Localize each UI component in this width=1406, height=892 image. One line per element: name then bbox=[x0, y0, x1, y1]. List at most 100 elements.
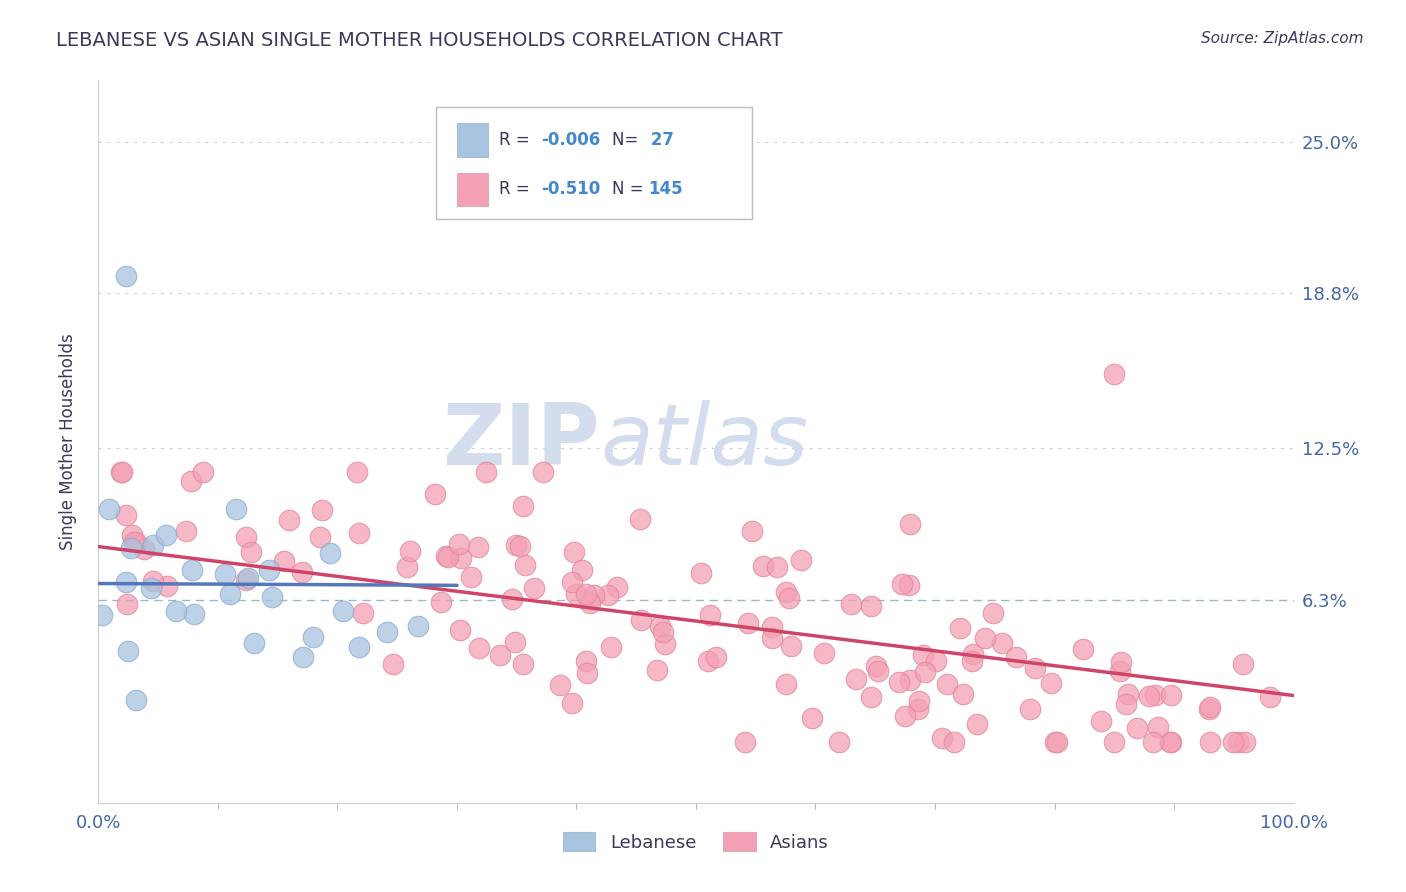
Point bbox=[447, 537, 470, 551]
Point bbox=[235, 531, 257, 545]
Point bbox=[565, 587, 588, 601]
Point bbox=[291, 650, 314, 665]
Point bbox=[908, 693, 931, 707]
Point bbox=[630, 613, 652, 627]
Point bbox=[142, 539, 165, 553]
Point bbox=[377, 624, 399, 639]
Point bbox=[800, 711, 823, 725]
Text: ZIP: ZIP bbox=[443, 400, 600, 483]
Point bbox=[571, 563, 593, 577]
Point bbox=[115, 597, 138, 611]
Point bbox=[898, 673, 921, 687]
Point bbox=[974, 631, 997, 645]
Point bbox=[914, 665, 936, 679]
Point bbox=[650, 619, 672, 633]
Point bbox=[966, 717, 988, 731]
Point bbox=[889, 675, 911, 690]
Point bbox=[689, 566, 711, 581]
Point bbox=[1045, 734, 1067, 748]
Point bbox=[813, 646, 835, 660]
Point bbox=[236, 571, 259, 585]
Point bbox=[1147, 720, 1170, 734]
Point bbox=[654, 637, 676, 651]
Text: -0.006: -0.006 bbox=[541, 131, 600, 149]
Point bbox=[111, 465, 134, 479]
Point bbox=[1024, 660, 1046, 674]
Point bbox=[943, 734, 966, 748]
Text: N=: N= bbox=[612, 131, 643, 149]
Point bbox=[423, 487, 446, 501]
Point bbox=[1109, 665, 1132, 679]
Point bbox=[562, 545, 585, 559]
Point bbox=[97, 502, 120, 516]
Point bbox=[561, 696, 583, 710]
Point bbox=[262, 591, 284, 605]
Point bbox=[790, 552, 813, 566]
Point bbox=[561, 575, 583, 590]
Point bbox=[257, 563, 280, 577]
Point bbox=[868, 665, 890, 679]
Point bbox=[1142, 734, 1164, 748]
Point bbox=[531, 466, 554, 480]
Point bbox=[311, 503, 333, 517]
Point bbox=[1137, 689, 1160, 703]
Point bbox=[936, 677, 959, 691]
Point bbox=[949, 621, 972, 635]
Point bbox=[752, 559, 775, 574]
Point bbox=[598, 588, 620, 602]
Point bbox=[523, 581, 546, 595]
Point bbox=[512, 657, 534, 671]
Point bbox=[512, 500, 534, 514]
Point bbox=[429, 594, 451, 608]
Point bbox=[1258, 690, 1281, 705]
Point bbox=[396, 560, 419, 574]
Point bbox=[1144, 689, 1167, 703]
Point bbox=[582, 588, 605, 602]
Point bbox=[180, 474, 202, 488]
Point bbox=[548, 678, 571, 692]
Point bbox=[408, 619, 430, 633]
Point bbox=[1199, 734, 1222, 748]
Point bbox=[894, 708, 917, 723]
Point bbox=[1160, 688, 1182, 702]
Point bbox=[110, 465, 132, 479]
Point bbox=[699, 608, 721, 623]
Point bbox=[737, 616, 759, 631]
Point bbox=[1115, 697, 1137, 711]
Point bbox=[1102, 734, 1125, 748]
Point bbox=[475, 465, 498, 479]
Point bbox=[225, 502, 247, 516]
Point bbox=[962, 648, 984, 662]
Point bbox=[91, 608, 114, 623]
Point bbox=[647, 663, 669, 677]
Point bbox=[860, 599, 883, 614]
Point bbox=[214, 567, 236, 582]
Point bbox=[120, 541, 142, 556]
Point bbox=[115, 269, 138, 284]
Point bbox=[1018, 702, 1040, 716]
Point bbox=[865, 658, 887, 673]
Point bbox=[898, 516, 921, 531]
Point bbox=[696, 654, 718, 668]
Point bbox=[962, 653, 984, 667]
Point bbox=[606, 580, 628, 594]
Point bbox=[860, 690, 883, 704]
Point bbox=[122, 535, 145, 549]
Point bbox=[907, 701, 929, 715]
Point bbox=[891, 577, 914, 591]
Point bbox=[165, 604, 187, 618]
Point bbox=[911, 648, 934, 662]
Point bbox=[488, 648, 510, 662]
Legend: Lebanese, Asians: Lebanese, Asians bbox=[555, 825, 837, 859]
Point bbox=[319, 546, 342, 560]
Point bbox=[925, 654, 948, 668]
Point bbox=[1198, 702, 1220, 716]
Point bbox=[981, 607, 1004, 621]
Point bbox=[1071, 642, 1094, 657]
Point bbox=[1109, 655, 1132, 669]
Point bbox=[155, 527, 177, 541]
Point bbox=[761, 620, 783, 634]
Point bbox=[156, 579, 179, 593]
Point bbox=[242, 636, 264, 650]
Point bbox=[352, 606, 374, 620]
